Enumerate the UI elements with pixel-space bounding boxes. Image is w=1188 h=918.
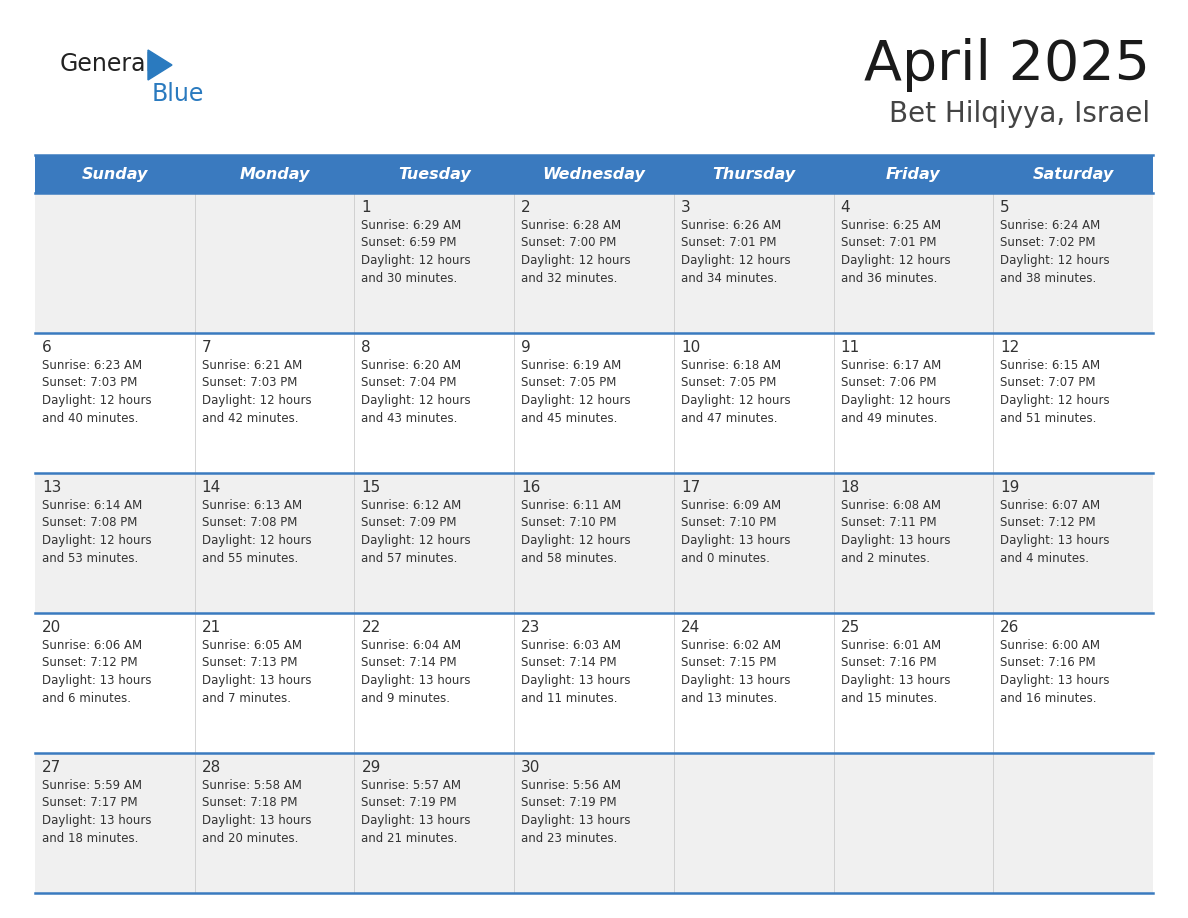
Bar [34,193,1154,333]
Text: Sunrise: 6:08 AM
Sunset: 7:11 PM
Daylight: 13 hours
and 2 minutes.: Sunrise: 6:08 AM Sunset: 7:11 PM Dayligh… [841,499,950,565]
Text: 6: 6 [42,340,52,355]
Text: Sunrise: 6:05 AM
Sunset: 7:13 PM
Daylight: 13 hours
and 7 minutes.: Sunrise: 6:05 AM Sunset: 7:13 PM Dayligh… [202,639,311,704]
Text: 7: 7 [202,340,211,355]
Polygon shape [148,50,172,80]
Text: 10: 10 [681,340,700,355]
Text: Saturday: Saturday [1032,166,1114,182]
Text: 30: 30 [522,760,541,775]
Text: 2: 2 [522,200,531,215]
Text: Sunrise: 6:20 AM
Sunset: 7:04 PM
Daylight: 12 hours
and 43 minutes.: Sunrise: 6:20 AM Sunset: 7:04 PM Dayligh… [361,359,472,424]
Text: 4: 4 [841,200,851,215]
Text: Wednesday: Wednesday [543,166,645,182]
Text: Sunrise: 6:04 AM
Sunset: 7:14 PM
Daylight: 13 hours
and 9 minutes.: Sunrise: 6:04 AM Sunset: 7:14 PM Dayligh… [361,639,470,704]
Text: Sunrise: 6:23 AM
Sunset: 7:03 PM
Daylight: 12 hours
and 40 minutes.: Sunrise: 6:23 AM Sunset: 7:03 PM Dayligh… [42,359,152,424]
Text: Sunrise: 6:19 AM
Sunset: 7:05 PM
Daylight: 12 hours
and 45 minutes.: Sunrise: 6:19 AM Sunset: 7:05 PM Dayligh… [522,359,631,424]
Text: 23: 23 [522,620,541,635]
Text: Sunday: Sunday [82,166,148,182]
Text: Sunrise: 6:28 AM
Sunset: 7:00 PM
Daylight: 12 hours
and 32 minutes.: Sunrise: 6:28 AM Sunset: 7:00 PM Dayligh… [522,219,631,285]
Text: General: General [61,52,153,76]
Text: 17: 17 [681,480,700,495]
Text: 9: 9 [522,340,531,355]
Text: 25: 25 [841,620,860,635]
Text: Bet Hilqiyya, Israel: Bet Hilqiyya, Israel [889,100,1150,128]
Text: 28: 28 [202,760,221,775]
Text: Sunrise: 6:03 AM
Sunset: 7:14 PM
Daylight: 13 hours
and 11 minutes.: Sunrise: 6:03 AM Sunset: 7:14 PM Dayligh… [522,639,631,704]
Text: 12: 12 [1000,340,1019,355]
Text: 20: 20 [42,620,62,635]
Text: Sunrise: 6:12 AM
Sunset: 7:09 PM
Daylight: 12 hours
and 57 minutes.: Sunrise: 6:12 AM Sunset: 7:09 PM Dayligh… [361,499,472,565]
Text: Sunrise: 5:58 AM
Sunset: 7:18 PM
Daylight: 13 hours
and 20 minutes.: Sunrise: 5:58 AM Sunset: 7:18 PM Dayligh… [202,779,311,845]
Text: 3: 3 [681,200,690,215]
Text: Sunrise: 6:09 AM
Sunset: 7:10 PM
Daylight: 13 hours
and 0 minutes.: Sunrise: 6:09 AM Sunset: 7:10 PM Dayligh… [681,499,790,565]
Text: 15: 15 [361,480,380,495]
Text: 29: 29 [361,760,381,775]
Text: Sunrise: 6:02 AM
Sunset: 7:15 PM
Daylight: 13 hours
and 13 minutes.: Sunrise: 6:02 AM Sunset: 7:15 PM Dayligh… [681,639,790,704]
Bar [34,473,1154,613]
Text: April 2025: April 2025 [864,38,1150,92]
Text: Sunrise: 6:00 AM
Sunset: 7:16 PM
Daylight: 13 hours
and 16 minutes.: Sunrise: 6:00 AM Sunset: 7:16 PM Dayligh… [1000,639,1110,704]
Text: Sunrise: 6:18 AM
Sunset: 7:05 PM
Daylight: 12 hours
and 47 minutes.: Sunrise: 6:18 AM Sunset: 7:05 PM Dayligh… [681,359,790,424]
Text: Sunrise: 5:59 AM
Sunset: 7:17 PM
Daylight: 13 hours
and 18 minutes.: Sunrise: 5:59 AM Sunset: 7:17 PM Dayligh… [42,779,152,845]
Text: Sunrise: 6:26 AM
Sunset: 7:01 PM
Daylight: 12 hours
and 34 minutes.: Sunrise: 6:26 AM Sunset: 7:01 PM Dayligh… [681,219,790,285]
Text: Sunrise: 6:14 AM
Sunset: 7:08 PM
Daylight: 12 hours
and 53 minutes.: Sunrise: 6:14 AM Sunset: 7:08 PM Dayligh… [42,499,152,565]
Text: Sunrise: 6:21 AM
Sunset: 7:03 PM
Daylight: 12 hours
and 42 minutes.: Sunrise: 6:21 AM Sunset: 7:03 PM Dayligh… [202,359,311,424]
Text: Thursday: Thursday [712,166,795,182]
Text: 19: 19 [1000,480,1019,495]
Text: 14: 14 [202,480,221,495]
Text: 26: 26 [1000,620,1019,635]
Text: Sunrise: 6:13 AM
Sunset: 7:08 PM
Daylight: 12 hours
and 55 minutes.: Sunrise: 6:13 AM Sunset: 7:08 PM Dayligh… [202,499,311,565]
Text: Sunrise: 6:29 AM
Sunset: 6:59 PM
Daylight: 12 hours
and 30 minutes.: Sunrise: 6:29 AM Sunset: 6:59 PM Dayligh… [361,219,472,285]
Bar [34,155,1154,193]
Text: 21: 21 [202,620,221,635]
Text: 16: 16 [522,480,541,495]
Text: Sunrise: 6:17 AM
Sunset: 7:06 PM
Daylight: 12 hours
and 49 minutes.: Sunrise: 6:17 AM Sunset: 7:06 PM Dayligh… [841,359,950,424]
Text: 13: 13 [42,480,62,495]
Text: Sunrise: 6:24 AM
Sunset: 7:02 PM
Daylight: 12 hours
and 38 minutes.: Sunrise: 6:24 AM Sunset: 7:02 PM Dayligh… [1000,219,1110,285]
Text: Tuesday: Tuesday [398,166,470,182]
Text: Sunrise: 6:06 AM
Sunset: 7:12 PM
Daylight: 13 hours
and 6 minutes.: Sunrise: 6:06 AM Sunset: 7:12 PM Dayligh… [42,639,152,704]
Text: Blue: Blue [152,82,204,106]
Text: Sunrise: 5:57 AM
Sunset: 7:19 PM
Daylight: 13 hours
and 21 minutes.: Sunrise: 5:57 AM Sunset: 7:19 PM Dayligh… [361,779,470,845]
Text: Friday: Friday [886,166,941,182]
Text: Sunrise: 6:25 AM
Sunset: 7:01 PM
Daylight: 12 hours
and 36 minutes.: Sunrise: 6:25 AM Sunset: 7:01 PM Dayligh… [841,219,950,285]
Text: 5: 5 [1000,200,1010,215]
Text: 27: 27 [42,760,62,775]
Text: 8: 8 [361,340,371,355]
Text: Sunrise: 6:01 AM
Sunset: 7:16 PM
Daylight: 13 hours
and 15 minutes.: Sunrise: 6:01 AM Sunset: 7:16 PM Dayligh… [841,639,950,704]
Text: 18: 18 [841,480,860,495]
Text: 22: 22 [361,620,380,635]
Text: 24: 24 [681,620,700,635]
Bar [34,333,1154,473]
Text: Sunrise: 6:07 AM
Sunset: 7:12 PM
Daylight: 13 hours
and 4 minutes.: Sunrise: 6:07 AM Sunset: 7:12 PM Dayligh… [1000,499,1110,565]
Bar [34,613,1154,753]
Bar [34,753,1154,893]
Text: Sunrise: 5:56 AM
Sunset: 7:19 PM
Daylight: 13 hours
and 23 minutes.: Sunrise: 5:56 AM Sunset: 7:19 PM Dayligh… [522,779,631,845]
Text: Monday: Monday [240,166,310,182]
Text: 11: 11 [841,340,860,355]
Text: Sunrise: 6:11 AM
Sunset: 7:10 PM
Daylight: 12 hours
and 58 minutes.: Sunrise: 6:11 AM Sunset: 7:10 PM Dayligh… [522,499,631,565]
Text: Sunrise: 6:15 AM
Sunset: 7:07 PM
Daylight: 12 hours
and 51 minutes.: Sunrise: 6:15 AM Sunset: 7:07 PM Dayligh… [1000,359,1110,424]
Text: 1: 1 [361,200,371,215]
